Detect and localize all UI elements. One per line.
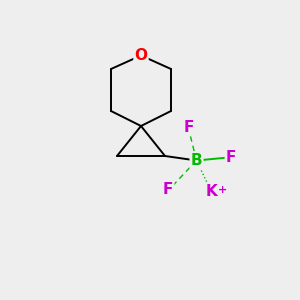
Text: F: F <box>163 182 173 196</box>
Text: B: B <box>191 153 202 168</box>
Text: F: F <box>226 150 236 165</box>
Text: F: F <box>184 120 194 135</box>
Text: O: O <box>134 48 148 63</box>
Text: +: + <box>218 184 227 195</box>
Text: K: K <box>206 184 218 200</box>
